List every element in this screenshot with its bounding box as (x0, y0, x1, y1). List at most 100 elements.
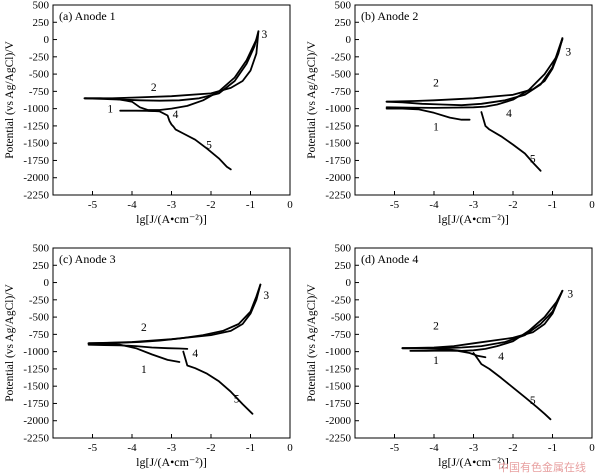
y-tick-label: -1500 (23, 138, 49, 150)
curve-label-1: 1 (433, 122, 439, 134)
y-tick-label: -2250 (23, 433, 49, 445)
x-tick-label: 0 (589, 442, 595, 454)
y-tick-label: 0 (346, 34, 352, 46)
x-tick-label: -2 (508, 442, 517, 454)
x-tick-label: 0 (287, 199, 293, 211)
curve-label-4: 4 (506, 108, 512, 120)
y-tick-label: 250 (335, 260, 352, 272)
x-tick-label: -4 (429, 199, 439, 211)
y-tick-label: -1250 (325, 120, 351, 132)
polarization-curve-2 (385, 37, 564, 103)
x-axis-label: lg[J/(A•cm⁻²)] (438, 212, 509, 226)
x-tick-label: -3 (469, 199, 479, 211)
curve-label-5: 5 (530, 395, 536, 407)
panel-title: (b) Anode 2 (361, 9, 418, 23)
polarization-curve-5 (182, 350, 254, 415)
curve-label-4: 4 (498, 351, 504, 363)
y-tick-label: -1000 (23, 103, 49, 115)
y-tick-label: -500 (331, 312, 352, 324)
polarization-curve-4 (385, 38, 564, 109)
curve-label-1: 1 (107, 104, 113, 116)
polarization-curve-4 (87, 343, 189, 350)
y-tick-label: 500 (33, 0, 50, 12)
y-tick-label: -750 (29, 86, 50, 98)
y-tick-label: -500 (29, 69, 50, 81)
polarization-curve-3 (87, 283, 262, 345)
panel-anode-1: -5 -4 -3 -2 -1 0 500 250 0 -250 -500 -750 -1000 -1250… (4, 0, 293, 226)
y-tick-label: -750 (29, 329, 50, 341)
panel-title: (d) Anode 4 (361, 252, 418, 266)
y-tick-label: -250 (331, 294, 352, 306)
y-tick-label: 500 (335, 243, 352, 255)
polarization-curve-5 (472, 352, 552, 421)
y-tick-label: 0 (346, 277, 352, 289)
y-tick-label: -1500 (23, 381, 49, 393)
panel-anode-3: -5 -4 -3 -2 -1 0 500 250 0 -250 -500 -750 -1000 -1250… (4, 243, 293, 470)
x-axis-label: lg[J/(A•cm⁻²)] (438, 455, 509, 469)
watermark-text: 中国有色金属在线 (498, 460, 586, 474)
x-tick-label: -3 (167, 442, 177, 454)
polarization-curve-2 (83, 30, 260, 100)
curve-label-5: 5 (234, 394, 240, 406)
y-tick-label: -500 (29, 312, 50, 324)
y-tick-label: -250 (331, 51, 352, 63)
x-axis-label: lg[J/(A•cm⁻²)] (136, 212, 207, 226)
y-tick-label: -2250 (325, 433, 351, 445)
x-axis-label: lg[J/(A•cm⁻²)] (136, 455, 207, 469)
x-tick-label: -5 (88, 442, 98, 454)
x-tick-label: -3 (167, 199, 177, 211)
y-axis-label: Potential (vs Ag/AgCl)/V (306, 41, 318, 159)
y-tick-label: -1750 (23, 155, 49, 167)
curve-label-3: 3 (263, 290, 269, 302)
y-tick-label: 0 (44, 277, 50, 289)
y-tick-label: -1750 (325, 155, 351, 167)
polarization-curve-5 (480, 111, 542, 172)
curve-label-3: 3 (567, 289, 573, 301)
curve-label-4: 4 (173, 109, 179, 121)
y-tick-label: -2250 (325, 190, 351, 202)
panel-title: (c) Anode 3 (59, 252, 116, 266)
x-tick-label: -4 (429, 442, 439, 454)
x-tick-label: -2 (206, 442, 215, 454)
curve-label-5: 5 (530, 153, 536, 165)
x-tick-label: -5 (88, 199, 98, 211)
curve-label-2: 2 (141, 322, 147, 334)
y-tick-label: -250 (29, 51, 50, 63)
y-axis-label: Potential (vs Ag/AgCl)/V (4, 284, 16, 402)
y-axis-label: Potential (vs Ag/AgCl)/V (4, 41, 16, 159)
curve-label-2: 2 (433, 320, 439, 332)
x-tick-label: -1 (548, 442, 557, 454)
panel-anode-2: -5 -4 -3 -2 -1 0 500 250 0 -250 -500 -750 -1000 -1250… (306, 0, 595, 226)
y-tick-label: -2000 (23, 415, 49, 427)
y-tick-label: -2000 (23, 172, 49, 184)
curve-label-3: 3 (261, 29, 267, 41)
curve-label-4: 4 (192, 348, 198, 360)
y-tick-label: -1500 (325, 381, 351, 393)
x-tick-label: -5 (390, 199, 400, 211)
y-tick-label: -2250 (23, 190, 49, 202)
x-tick-label: -3 (469, 442, 479, 454)
x-tick-label: -1 (246, 442, 255, 454)
y-tick-label: 500 (33, 243, 50, 255)
polarization-curve-5 (146, 109, 232, 171)
y-tick-label: 250 (33, 17, 50, 29)
y-tick-label: -500 (331, 69, 352, 81)
curve-label-5: 5 (206, 140, 212, 152)
polarization-curve-4 (401, 289, 564, 352)
x-tick-label: -1 (548, 199, 557, 211)
polarization-curve-1 (385, 107, 471, 121)
curve-label-1: 1 (141, 364, 147, 376)
y-tick-label: -1750 (23, 398, 49, 410)
curve-label-1: 1 (433, 355, 439, 367)
y-tick-label: 250 (335, 17, 352, 29)
y-axis-label: Potential (vs Ag/AgCl)/V (306, 284, 318, 402)
polarization-curve-2 (87, 283, 262, 345)
polarization-curve-3 (401, 289, 564, 350)
panel-title: (a) Anode 1 (59, 9, 116, 23)
y-tick-label: -750 (331, 329, 352, 341)
x-tick-label: 0 (287, 442, 293, 454)
y-tick-label: -1000 (325, 103, 351, 115)
y-tick-label: -1000 (23, 346, 49, 358)
x-tick-label: -4 (127, 442, 137, 454)
